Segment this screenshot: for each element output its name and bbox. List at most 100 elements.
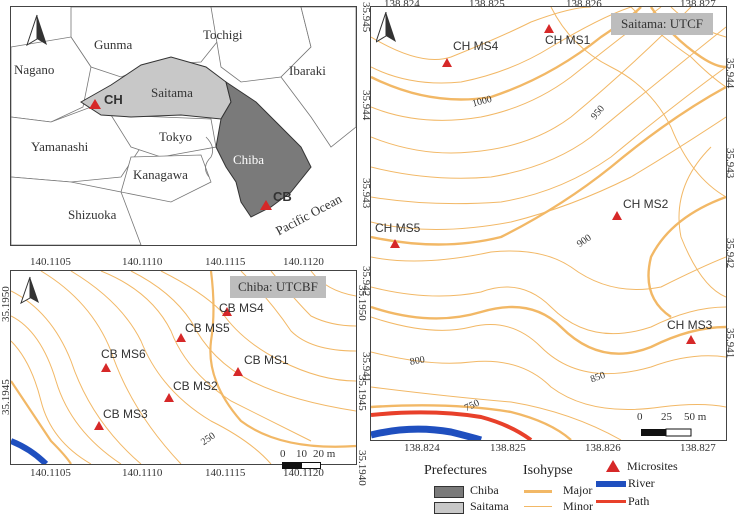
chiba-x-tick-top-2: 140.1115 <box>205 256 246 268</box>
chiba-x-tick-top-1: 140.1110 <box>122 256 163 268</box>
chiba-x-tick-bottom-3: 140.1120 <box>283 467 324 479</box>
label-saitama: Saitama <box>151 85 193 100</box>
chiba-x-tick-bottom-2: 140.1115 <box>205 467 246 479</box>
legend-minor-label: Minor <box>563 499 593 513</box>
kanagawa-shape <box>120 154 212 203</box>
ibaraki-shape <box>280 7 356 148</box>
legend-major-label: Major <box>563 483 593 497</box>
legend-path-swatch <box>596 500 626 503</box>
saitama-x-tick-top-1: 138.825 <box>469 0 505 10</box>
label-site-cb: CB <box>273 189 292 204</box>
saitama-x-tick-bottom-3: 138.827 <box>680 442 716 454</box>
chiba-x-tick-top-0: 140.1105 <box>30 256 71 268</box>
saitama-x-tick-top-2: 138.826 <box>566 0 602 10</box>
chiba-x-tick-bottom-1: 140.1110 <box>122 467 163 479</box>
saitama-path <box>371 410 533 440</box>
chiba-x-tick-top-3: 140.1120 <box>283 256 324 268</box>
north-arrow-icon <box>26 14 47 47</box>
saitama-scale-25: 25 <box>661 411 672 423</box>
legend-chiba-label: Chiba <box>470 483 499 497</box>
saitama-major-contours <box>371 7 726 440</box>
saitama-river <box>371 425 483 440</box>
cb-ms5-label: CB MS5 <box>185 321 230 335</box>
label-chiba: Chiba <box>233 152 265 167</box>
chiba-map-title: Chiba: UTCBF <box>230 276 326 298</box>
cb-ms6-marker-icon <box>101 363 111 372</box>
chiba-scale-bar-visible <box>282 462 321 469</box>
saitama-utcf-map: Saitama: UTCF CH MS4 CH MS1 CH MS5 CH MS… <box>370 6 727 441</box>
shizuoka-shape <box>11 176 142 245</box>
cb-ms1-marker-icon <box>233 367 243 376</box>
label-kanagawa: Kanagawa <box>133 167 188 182</box>
prefecture-map-svg <box>11 7 356 245</box>
label-yamanashi: Yamanashi <box>31 139 89 154</box>
legend-chiba-swatch <box>434 486 464 498</box>
saitama-map-title: Saitama: UTCF <box>611 13 713 35</box>
ch-ms4-marker-icon <box>442 58 452 67</box>
chiba-major-contours <box>11 271 356 464</box>
label-gunma: Gunma <box>94 37 133 52</box>
cb-ms3-marker-icon <box>94 421 104 430</box>
chiba-scale-label-10: 10 <box>296 448 307 460</box>
saitama-scale-0: 0 <box>637 411 643 423</box>
ch-ms2-marker-icon <box>612 211 622 220</box>
ch-ms2-label: CH MS2 <box>623 197 669 211</box>
ch-ms1-marker-icon <box>544 24 554 33</box>
cb-ms1-label: CB MS1 <box>244 353 289 367</box>
chiba-north-arrow-icon <box>20 276 39 305</box>
legend-river-label: River <box>628 476 655 490</box>
cb-ms4-marker-icon <box>222 307 232 316</box>
chiba-y-tick-right-2: 35.1940 <box>356 450 368 486</box>
cb-ms2-marker-icon <box>164 393 174 402</box>
cb-ms5-marker-icon <box>176 333 186 342</box>
nagano-shape <box>11 36 92 123</box>
label-ibaraki: Ibaraki <box>289 63 326 78</box>
saitama-map-svg <box>371 7 726 440</box>
chiba-shape <box>215 80 312 218</box>
label-site-ch: CH <box>104 92 123 107</box>
chiba-contour-label-200: 200 <box>51 464 70 465</box>
prefecture-overview-map: Gunma Tochigi Nagano Ibaraki Saitama Yam… <box>10 6 357 246</box>
legend-minor-swatch <box>524 506 552 507</box>
chiba-scale-label-20: 20 m <box>313 448 336 460</box>
chiba-scale-label-0: 0 <box>280 448 286 460</box>
chiba-map-svg <box>11 271 356 464</box>
saitama-north-arrow-icon <box>376 12 396 43</box>
ch-ms3-label: CH MS3 <box>667 318 713 332</box>
chiba-x-tick-bottom-0: 140.1105 <box>30 467 71 479</box>
saitama-scale-bar <box>641 428 692 437</box>
saitama-scale-50: 50 m <box>684 411 707 423</box>
ch-ms4-label: CH MS4 <box>453 39 499 53</box>
cb-ms4-label: CB MS4 <box>219 301 264 315</box>
chiba-minor-contours <box>11 271 356 464</box>
tokyo-shape <box>110 114 217 158</box>
chiba-utcbf-map: Chiba: UTCBF CB MS4 CB MS5 CB MS6 CB MS1… <box>10 270 357 465</box>
saitama-x-tick-top-3: 138.827 <box>680 0 716 10</box>
cb-ms6-label: CB MS6 <box>101 347 146 361</box>
legend-river-swatch <box>596 481 626 487</box>
legend-saitama-swatch <box>434 502 464 514</box>
label-tokyo: Tokyo <box>159 129 193 144</box>
saitama-x-tick-top-0: 138.824 <box>384 0 420 10</box>
label-nagano: Nagano <box>14 62 55 77</box>
ch-ms5-marker-icon <box>390 239 400 248</box>
legend-major-swatch <box>524 490 552 493</box>
saitama-x-tick-bottom-2: 138.826 <box>585 442 621 454</box>
chiba-river <box>11 438 49 464</box>
saitama-minor-contours <box>371 7 726 440</box>
cb-site-marker-icon <box>260 200 272 210</box>
label-tochigi: Tochigi <box>203 27 243 42</box>
saitama-x-tick-bottom-0: 138.824 <box>404 442 440 454</box>
ch-ms1-label: CH MS1 <box>545 33 591 47</box>
legend-isohypse-title: Isohypse <box>523 463 573 478</box>
legend-microsite-icon <box>606 460 620 472</box>
ch-ms5-label: CH MS5 <box>375 221 421 235</box>
legend-microsites-label: Microsites <box>627 459 678 473</box>
label-shizuoka: Shizuoka <box>68 207 117 222</box>
legend-path-label: Path <box>628 494 650 508</box>
cb-ms3-label: CB MS3 <box>103 407 148 421</box>
ch-ms3-marker-icon <box>686 335 696 344</box>
legend-prefectures-title: Prefectures <box>424 463 487 478</box>
ch-site-marker-icon <box>89 99 101 109</box>
cb-ms2-label: CB MS2 <box>173 379 218 393</box>
